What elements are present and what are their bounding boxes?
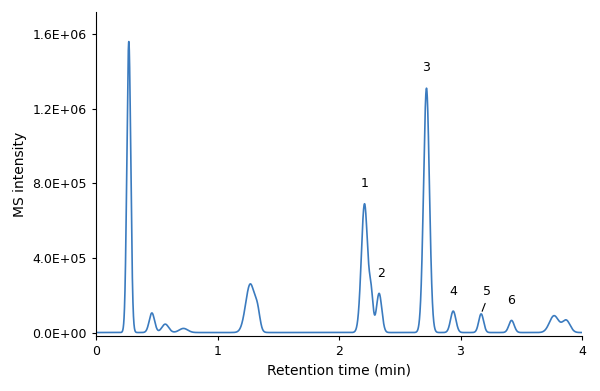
X-axis label: Retention time (min): Retention time (min) [267, 364, 411, 378]
Text: 3: 3 [422, 61, 430, 74]
Text: 2: 2 [377, 267, 385, 280]
Text: 5: 5 [482, 285, 491, 311]
Y-axis label: MS intensity: MS intensity [13, 131, 27, 217]
Text: 6: 6 [508, 294, 515, 307]
Text: 1: 1 [361, 177, 368, 190]
Text: 4: 4 [449, 285, 457, 298]
